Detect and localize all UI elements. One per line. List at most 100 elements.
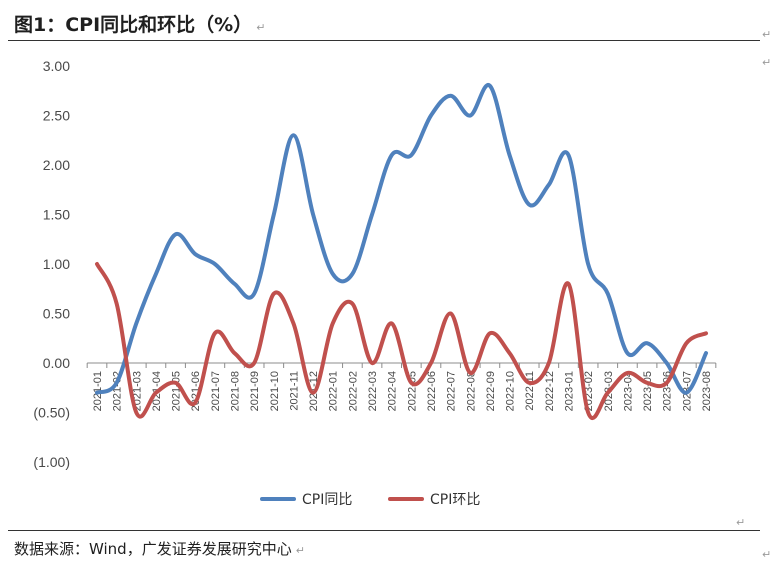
data-point — [174, 381, 177, 384]
x-tick-label: 2022-10 — [505, 371, 517, 411]
data-point — [331, 322, 334, 325]
x-tick-label: 2022-06 — [426, 371, 438, 411]
x-tick-label: 2023-06 — [662, 371, 674, 411]
data-point — [371, 362, 374, 365]
data-point — [449, 94, 452, 97]
data-point — [547, 362, 550, 365]
data-point — [233, 282, 236, 285]
data-point — [253, 292, 256, 295]
data-point — [606, 292, 609, 295]
data-point — [626, 371, 629, 374]
data-point — [606, 391, 609, 394]
y-tick-label: 1.50 — [43, 207, 70, 223]
y-tick-label: 0.00 — [43, 355, 70, 371]
data-point — [567, 282, 570, 285]
data-point — [528, 381, 531, 384]
data-point — [665, 362, 668, 365]
corner-mark-icon: ↵ — [736, 516, 746, 529]
data-point — [410, 154, 413, 157]
data-point — [469, 371, 472, 374]
data-point — [194, 253, 197, 256]
data-point — [135, 411, 138, 414]
data-point — [115, 302, 118, 305]
data-point — [135, 322, 138, 325]
data-point — [292, 134, 295, 137]
data-point — [488, 332, 491, 335]
x-tick-label: 2023-04 — [622, 371, 634, 411]
data-point — [429, 114, 432, 117]
x-tick-label: 2023-01 — [563, 371, 575, 411]
x-tick-label: 2023-08 — [701, 371, 713, 411]
data-point — [685, 391, 688, 394]
data-point — [292, 322, 295, 325]
data-point — [390, 154, 393, 157]
y-tick-label: 0.50 — [43, 306, 70, 322]
paragraph-mark-icon: ↵ — [256, 21, 266, 34]
data-point — [253, 362, 256, 365]
data-point — [508, 154, 511, 157]
data-point — [705, 352, 708, 355]
data-point — [154, 272, 157, 275]
x-tick-label: 2022-07 — [446, 371, 458, 411]
data-point — [194, 401, 197, 404]
data-point — [705, 332, 708, 335]
x-tick-label: 2022-01 — [328, 371, 340, 411]
data-point — [410, 381, 413, 384]
data-point — [488, 84, 491, 87]
data-point — [312, 391, 315, 394]
data-point — [626, 352, 629, 355]
data-point — [174, 233, 177, 236]
x-tick-label: 2022-08 — [465, 371, 477, 411]
y-tick-label: 2.50 — [43, 108, 70, 124]
data-point — [449, 312, 452, 315]
data-point — [665, 381, 668, 384]
x-tick-label: 2022-12 — [544, 371, 556, 411]
data-point — [213, 263, 216, 266]
data-point — [469, 114, 472, 117]
x-tick-label: 2022-09 — [485, 371, 497, 411]
legend-label: CPI环比 — [430, 492, 480, 508]
y-axis: 3.00 2.50 2.00 1.50 1.00 0.50 0.00 (0.50) (1.00) — [33, 58, 70, 470]
data-point — [351, 272, 354, 275]
data-point — [115, 381, 118, 384]
chart: 3.00 2.50 2.00 1.50 1.00 0.50 0.00 (0.50) (1.00)… — [33, 58, 717, 508]
data-point — [96, 391, 99, 394]
x-tick-label: 2023-05 — [642, 371, 654, 411]
y-tick-label: (0.50) — [33, 405, 70, 421]
paragraph-mark-icon: ↵ — [295, 544, 305, 557]
series-line-1 — [95, 83, 708, 395]
data-point — [685, 342, 688, 345]
source-note: 数据来源：Wind，广发证券发展研究中心 ↵ — [14, 540, 305, 558]
data-point — [331, 272, 334, 275]
x-tick-label: 2021-07 — [210, 371, 222, 411]
data-point — [272, 213, 275, 216]
data-point — [587, 411, 590, 414]
y-tick-label: 2.00 — [43, 157, 70, 173]
data-point — [371, 213, 374, 216]
data-point — [528, 203, 531, 206]
figure-title: 图1：CPI同比和环比（%） ↵ — [14, 14, 266, 36]
top-rule — [8, 40, 760, 41]
series-layer — [95, 83, 708, 420]
data-point — [646, 381, 649, 384]
x-tick-label: 2021-10 — [269, 371, 281, 411]
x-tick-label: 2021-06 — [190, 371, 202, 411]
data-point — [390, 322, 393, 325]
data-point — [312, 213, 315, 216]
x-tick-label: 2022-04 — [387, 371, 399, 411]
x-tick-label: 2021-08 — [230, 371, 242, 411]
y-tick-label: 1.00 — [43, 256, 70, 272]
bottom-rule — [8, 530, 760, 531]
x-tick-label: 2021-11 — [288, 371, 300, 411]
data-point — [508, 352, 511, 355]
legend-label: CPI同比 — [302, 492, 352, 508]
data-point — [351, 302, 354, 305]
data-point — [213, 332, 216, 335]
data-point — [567, 154, 570, 157]
x-tick-label: 2022-11 — [524, 371, 536, 411]
corner-mark-icon: ↵ — [762, 548, 772, 561]
x-axis — [86, 362, 717, 368]
x-tick-label: 2022-02 — [347, 371, 359, 411]
data-point — [429, 362, 432, 365]
data-point — [154, 391, 157, 394]
